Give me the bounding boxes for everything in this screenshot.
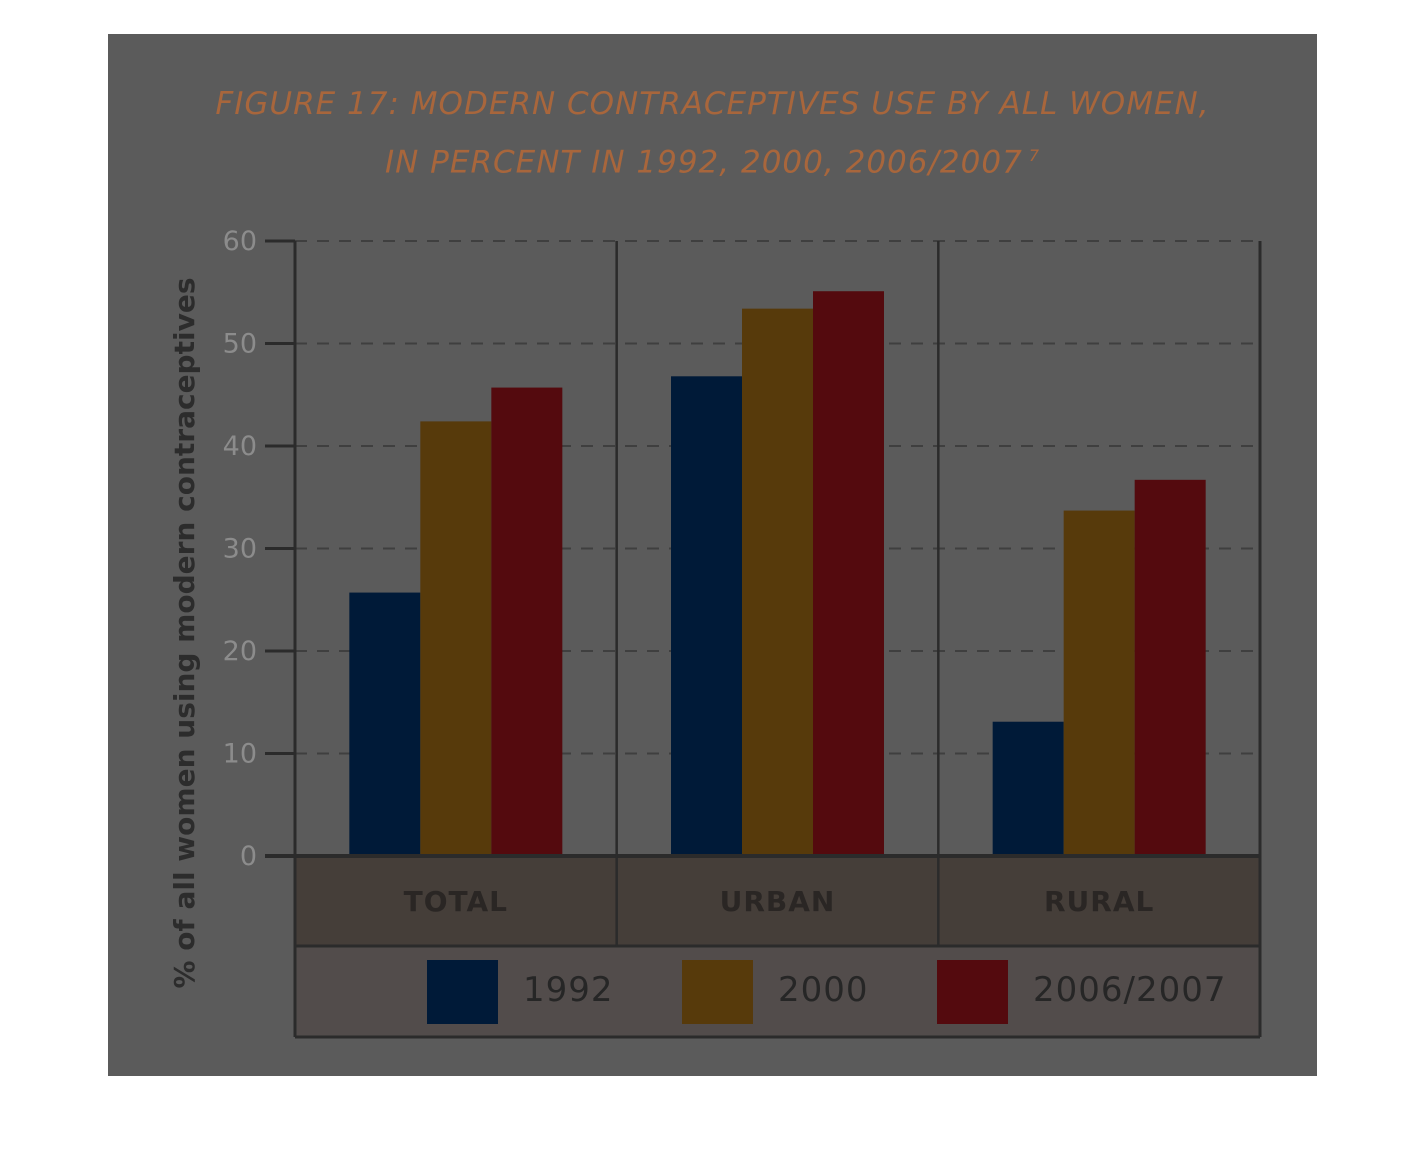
- chart-frame: [265, 239, 1262, 1039]
- chart-title: FIGURE 17: MODERN CONTRACEPTIVES USE BY …: [108, 78, 1317, 188]
- y-tick-label-50: 50: [223, 329, 257, 360]
- bar-urban-1992: [671, 376, 742, 856]
- category-band-bg: [295, 856, 1260, 946]
- category-label-total: TOTAL: [404, 885, 508, 918]
- category-label-urban: URBAN: [720, 885, 836, 918]
- bar-rural-2000: [1063, 510, 1135, 856]
- chart-title-line2: IN PERCENT IN 1992, 2000, 2006/2007 7: [108, 130, 1317, 188]
- y-tick-labels: 0 10 20 30 40 50 60: [223, 226, 257, 872]
- category-band: [295, 856, 1260, 946]
- bar-total-2006-2007: [491, 387, 563, 856]
- legend-label-2000: 2000: [778, 970, 869, 1010]
- y-tick-label-30: 30: [223, 534, 257, 565]
- legend-swatch-2000: [682, 960, 753, 1024]
- y-tick-label-60: 60: [223, 226, 257, 257]
- y-tick-label-0: 0: [240, 841, 257, 872]
- legend-swatch-1992: [427, 960, 498, 1024]
- chart-title-line1: FIGURE 17: MODERN CONTRACEPTIVES USE BY …: [215, 86, 1210, 122]
- legend: 1992 2000 2006/2007: [427, 960, 1227, 1024]
- category-label-rural: RURAL: [1044, 885, 1154, 918]
- bar-total-1992: [349, 592, 421, 856]
- legend-label-2006-2007: 2006/2007: [1033, 970, 1227, 1010]
- category-labels: TOTAL URBAN RURAL: [404, 885, 1154, 918]
- bar-urban-2000: [742, 308, 813, 856]
- y-tick-label-10: 10: [223, 739, 257, 770]
- legend-swatch-2006-2007: [937, 960, 1008, 1024]
- bar-rural-2006-2007: [1134, 479, 1206, 856]
- legend-label-1992: 1992: [523, 970, 614, 1010]
- y-tick-label-20: 20: [223, 636, 257, 667]
- bar-urban-2006-2007: [813, 291, 884, 857]
- bar-total-2000: [420, 421, 492, 856]
- bar-rural-1992: [992, 721, 1064, 856]
- y-axis-label: % of all women using modern contraceptiv…: [168, 278, 201, 989]
- chart-title-line2-text: IN PERCENT IN 1992, 2000, 2006/2007: [384, 144, 1023, 181]
- title-footnote: 7: [1028, 146, 1041, 165]
- bars: [349, 291, 1206, 857]
- y-tick-label-40: 40: [223, 431, 257, 462]
